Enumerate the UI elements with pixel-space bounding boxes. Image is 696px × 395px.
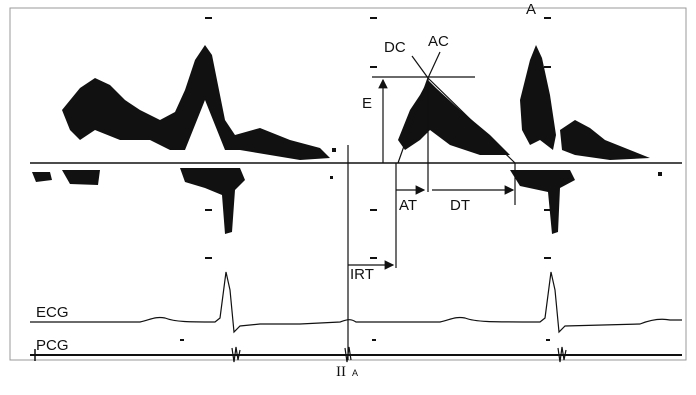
irt-label: IRT [350,266,374,283]
ecg-label: ECG [36,304,69,321]
at-label: AT [399,197,417,214]
second-sound-subscript: A [352,368,358,378]
doppler-diagram: DC AC A E AT DT IRT ECG PCG II A [0,0,696,390]
dt-label: DT [450,197,470,214]
pcg-label: PCG [36,337,69,354]
dc-label: DC [384,39,406,56]
second-sound-label: II [336,364,346,380]
e-label: E [362,95,372,112]
ac-label: AC [428,33,449,50]
doppler-signal [32,45,662,234]
a-label: A [526,1,536,18]
